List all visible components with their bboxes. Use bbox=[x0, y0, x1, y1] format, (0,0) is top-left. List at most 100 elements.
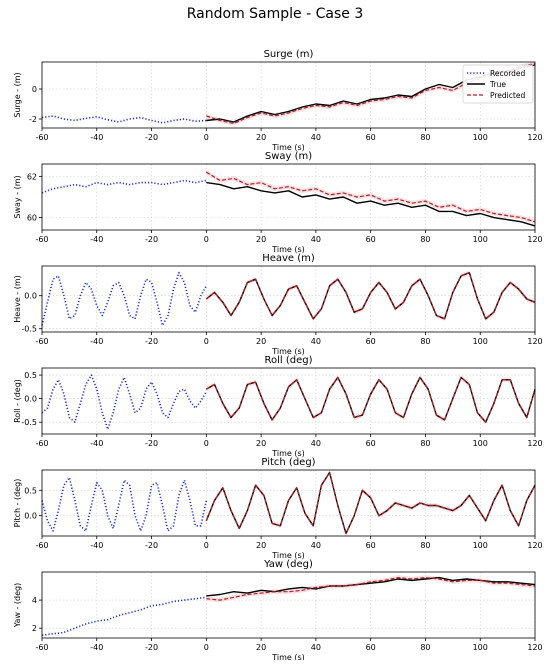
prediction-band bbox=[206, 470, 536, 536]
x-tick-label: 20 bbox=[256, 541, 266, 550]
x-tick-label: -60 bbox=[35, 337, 48, 346]
x-tick-label: 120 bbox=[527, 337, 542, 346]
y-tick-label: 0.0 bbox=[24, 512, 37, 521]
x-axis-label: Time (s) bbox=[271, 347, 305, 356]
x-tick-label: 120 bbox=[527, 541, 542, 550]
x-tick-label: 60 bbox=[366, 235, 376, 244]
x-tick-label: 40 bbox=[311, 439, 321, 448]
x-tick-label: 0 bbox=[204, 439, 209, 448]
x-tick-label: -20 bbox=[145, 541, 158, 550]
x-tick-label: 120 bbox=[527, 643, 542, 652]
panel-title: Sway (m) bbox=[265, 151, 312, 162]
series-predicted bbox=[205, 471, 536, 535]
x-tick-label: 60 bbox=[366, 133, 376, 142]
x-tick-label: 40 bbox=[311, 133, 321, 142]
x-tick-label: 40 bbox=[311, 337, 321, 346]
x-tick-label: 0 bbox=[204, 235, 209, 244]
x-tick-label: -20 bbox=[145, 337, 158, 346]
series-true bbox=[206, 181, 536, 227]
x-tick-label: -20 bbox=[145, 133, 158, 142]
x-tick-label: 120 bbox=[527, 439, 542, 448]
axes-frame bbox=[41, 61, 536, 129]
prediction-band bbox=[206, 169, 536, 225]
panel-1: -60 -40 -20 0 20 40 60 80 100 120 60 62 Sway (m) Time… bbox=[13, 151, 543, 254]
y-tick-label: -0.5 bbox=[21, 418, 37, 427]
y-tick-label: 0.0 bbox=[24, 292, 37, 301]
x-tick-label: -40 bbox=[90, 541, 103, 550]
series-recorded bbox=[41, 476, 208, 532]
y-tick-label: 0.5 bbox=[24, 486, 37, 495]
y-tick-label: 0.0 bbox=[24, 395, 37, 404]
y-axis-label: Sway - (m) bbox=[13, 175, 22, 218]
y-tick-label: -0.5 bbox=[21, 325, 37, 334]
x-tick-label: 100 bbox=[473, 235, 488, 244]
axes-frame bbox=[41, 265, 536, 333]
x-tick-label: 60 bbox=[366, 439, 376, 448]
x-tick-label: 120 bbox=[527, 133, 542, 142]
y-tick-label: 60 bbox=[27, 214, 37, 223]
series-recorded bbox=[41, 179, 207, 194]
x-tick-label: 100 bbox=[473, 439, 488, 448]
x-tick-label: 80 bbox=[420, 643, 430, 652]
legend-label-true: True bbox=[489, 80, 506, 89]
x-tick-label: -40 bbox=[90, 439, 103, 448]
x-tick-label: -40 bbox=[90, 643, 103, 652]
series-predicted bbox=[206, 62, 536, 125]
y-tick-label: 0 bbox=[32, 85, 37, 94]
axes-frame bbox=[41, 469, 536, 537]
x-tick-label: 80 bbox=[420, 541, 430, 550]
x-axis-label: Time (s) bbox=[271, 551, 305, 560]
legend-label-predicted: Predicted bbox=[490, 91, 525, 100]
x-tick-label: 100 bbox=[473, 133, 488, 142]
y-tick-label: 0.5 bbox=[24, 371, 37, 380]
x-tick-label: 120 bbox=[527, 235, 542, 244]
y-tick-label: 4 bbox=[32, 596, 37, 605]
series-predicted bbox=[206, 376, 536, 423]
x-axis-label: Time (s) bbox=[271, 449, 305, 458]
x-tick-label: -60 bbox=[35, 235, 48, 244]
legend: Recorded True Predicted bbox=[462, 64, 534, 104]
panel-title: Heave (m) bbox=[262, 253, 315, 264]
panel-4: -60 -40 -20 0 20 40 60 80 100 120 0.0 0.5 Pitch (deg… bbox=[13, 457, 543, 560]
x-tick-label: -40 bbox=[90, 235, 103, 244]
y-tick-label: 62 bbox=[27, 172, 37, 181]
x-tick-label: 0 bbox=[204, 643, 209, 652]
x-tick-label: 40 bbox=[311, 643, 321, 652]
x-tick-label: 0 bbox=[204, 541, 209, 550]
panel-3: -60 -40 -20 0 20 40 60 80 100 120 -0.5 0.0 0.5 Roll (… bbox=[13, 355, 543, 458]
y-tick-label: -2 bbox=[29, 115, 37, 124]
panel-2: -60 -40 -20 0 20 40 60 80 100 120 -0.5 0.0 Heave (m)… bbox=[13, 253, 543, 356]
series-recorded bbox=[41, 596, 207, 636]
x-tick-label: 80 bbox=[420, 133, 430, 142]
panel-title: Yaw (deg) bbox=[263, 559, 313, 570]
x-tick-label: 80 bbox=[420, 439, 430, 448]
x-tick-label: 80 bbox=[420, 337, 430, 346]
x-axis-label: Time (s) bbox=[271, 653, 305, 660]
x-tick-label: -60 bbox=[35, 439, 48, 448]
panel-title: Pitch (deg) bbox=[261, 457, 315, 468]
x-tick-label: 40 bbox=[311, 541, 321, 550]
series-predicted bbox=[205, 272, 536, 320]
x-tick-label: 20 bbox=[256, 133, 266, 142]
x-tick-label: 20 bbox=[256, 643, 266, 652]
y-axis-label: Heave - (m) bbox=[13, 275, 22, 323]
y-axis-label: Pitch - (deg) bbox=[13, 479, 22, 528]
series-predicted bbox=[206, 577, 536, 601]
x-tick-label: 100 bbox=[473, 337, 488, 346]
panel-title: Surge (m) bbox=[264, 49, 314, 60]
x-tick-label: 0 bbox=[204, 337, 209, 346]
x-tick-label: 20 bbox=[256, 235, 266, 244]
x-tick-label: -20 bbox=[145, 439, 158, 448]
x-tick-label: 60 bbox=[366, 643, 376, 652]
x-tick-label: -40 bbox=[90, 337, 103, 346]
legend-box bbox=[462, 64, 534, 104]
x-axis-label: Time (s) bbox=[271, 245, 305, 254]
x-tick-label: 80 bbox=[420, 235, 430, 244]
x-tick-label: 100 bbox=[473, 541, 488, 550]
x-tick-label: 20 bbox=[256, 337, 266, 346]
x-tick-label: 20 bbox=[256, 439, 266, 448]
axes-frame bbox=[41, 571, 536, 639]
series-recorded bbox=[41, 271, 208, 327]
